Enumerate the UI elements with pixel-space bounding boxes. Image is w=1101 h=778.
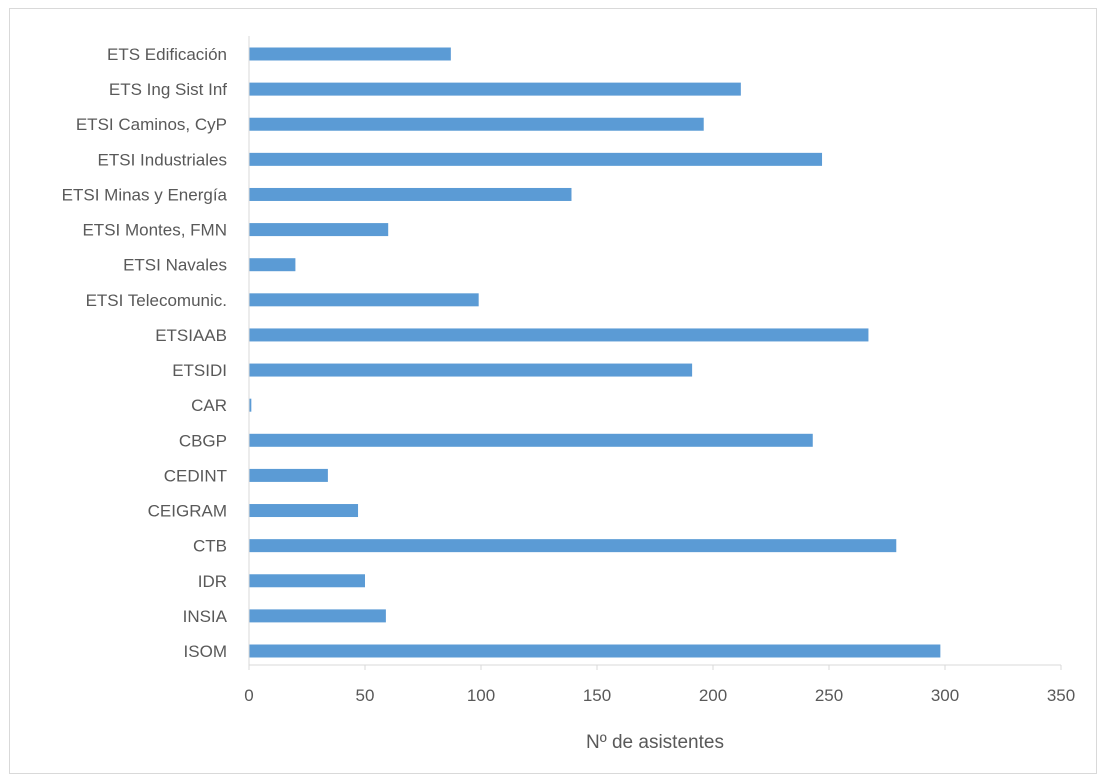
x-tick-label: 0 [244,686,253,705]
bar [249,117,704,131]
bar [249,363,693,377]
category-label: ETSI Montes, FMN [82,221,227,240]
bar [249,293,479,307]
x-tick-label: 100 [467,686,495,705]
bar [249,328,869,342]
x-tick-label: 50 [356,686,375,705]
bar [249,504,359,518]
x-tick-label: 150 [583,686,611,705]
category-label: ETSI Telecomunic. [86,291,227,310]
bar [249,223,389,237]
category-label: CEDINT [164,466,227,485]
bar [249,574,365,588]
bar [249,187,572,201]
x-axis: 0 50 100 150 200 250 300 350 [244,36,1075,705]
category-label: ETSI Caminos, CyP [76,115,227,134]
x-tick-label: 300 [931,686,959,705]
category-label: ETSI Industriales [98,150,227,169]
bar [249,258,296,272]
x-axis-title: Nº de asistentes [586,732,724,753]
bar [249,644,941,658]
bar [249,47,451,61]
category-label: ETS Ing Sist Inf [109,80,227,99]
bar [249,398,252,412]
category-label: ETSIDI [172,361,227,380]
bar [249,152,823,166]
category-label: CAR [191,396,227,415]
bars-group [249,47,941,658]
category-label: ETSI Navales [123,256,227,275]
x-tick-label: 200 [699,686,727,705]
category-label: ISOM [184,642,227,661]
category-label: IDR [198,572,227,591]
x-tick-label: 350 [1047,686,1075,705]
category-label: CTB [193,537,227,556]
bar [249,82,741,96]
bar [249,433,813,447]
bar [249,609,386,623]
bar [249,539,897,553]
category-label: CEIGRAM [148,502,227,521]
category-label: ETSIAAB [155,326,227,345]
x-tick-label: 250 [815,686,843,705]
category-label: ETSI Minas y Energía [62,185,228,204]
category-label: CBGP [179,431,227,450]
category-label: ETS Edificación [107,45,227,64]
category-labels: ETS Edificación ETS Ing Sist Inf ETSI Cami… [62,45,228,661]
bar [249,468,328,482]
category-label: INSIA [183,607,228,626]
